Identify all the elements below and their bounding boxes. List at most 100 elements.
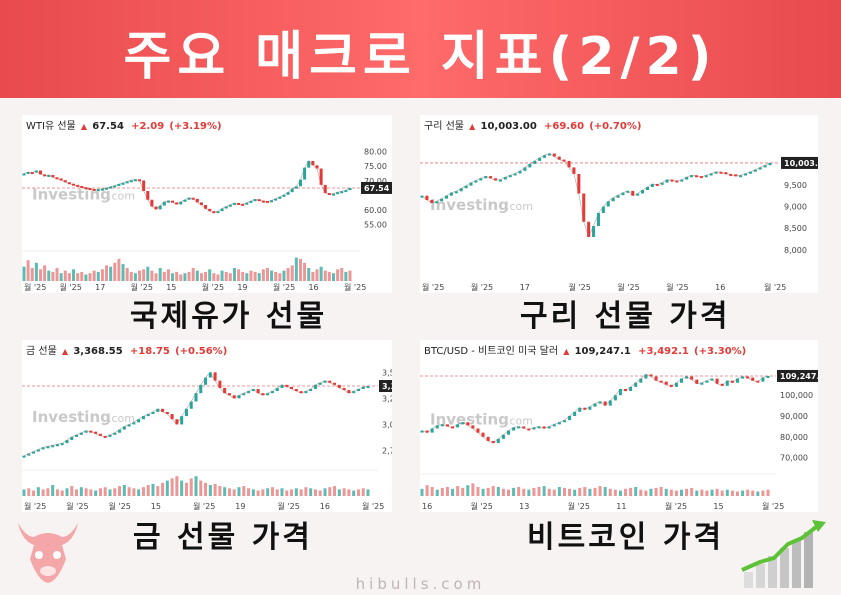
candle — [464, 185, 468, 189]
candle — [194, 393, 198, 402]
candle — [768, 162, 772, 166]
candle — [41, 447, 45, 450]
candle — [552, 424, 556, 427]
volume-bar — [63, 270, 67, 281]
candle — [161, 408, 165, 412]
volume-bar — [142, 269, 146, 281]
y-tick-label: 80.00 — [364, 148, 387, 157]
candle — [763, 165, 767, 168]
candle — [88, 188, 92, 191]
chart-header-copper: 구리 선물 ▲ 10,003.00 +69.60 (+0.70%) — [424, 117, 641, 132]
candle — [608, 400, 612, 406]
candle — [59, 178, 63, 181]
candle — [543, 155, 547, 158]
price-tag-label: 67.54 — [364, 184, 390, 193]
y-tick-label: 3,000 — [382, 420, 392, 429]
candle — [618, 388, 622, 396]
volume-bar — [471, 483, 475, 496]
candle — [538, 157, 542, 161]
candle — [187, 197, 191, 200]
candle — [680, 179, 684, 182]
volume-bar — [223, 487, 227, 496]
volume-bar — [323, 270, 327, 281]
candle — [331, 193, 335, 196]
volume-bar — [249, 270, 253, 281]
volume-bar — [220, 270, 224, 281]
volume-bar — [275, 489, 279, 496]
candle — [634, 382, 638, 387]
volume-bar — [435, 489, 439, 496]
candle — [142, 180, 146, 191]
volume-bar — [634, 487, 638, 496]
candle — [117, 183, 121, 186]
volume-bar — [649, 488, 653, 496]
candle — [256, 389, 260, 394]
volume-bar — [537, 487, 541, 496]
chart-change-pct: (+0.56%) — [175, 346, 228, 357]
candle — [79, 432, 83, 435]
y-tick-label: 9,000 — [784, 203, 807, 212]
candle — [227, 393, 231, 396]
volume-bar — [309, 488, 313, 496]
candle — [567, 160, 571, 168]
y-tick-label: 70,000 — [780, 454, 808, 463]
volume-bar — [270, 487, 274, 496]
candle — [328, 380, 332, 383]
x-tick-label: 월 '25 — [666, 282, 688, 292]
candle — [280, 384, 284, 388]
volume-bar — [313, 489, 317, 496]
watermark-logo: Investing — [430, 196, 509, 214]
x-tick-label: 월 '25 — [362, 501, 384, 511]
candle — [664, 381, 668, 385]
watermark-logo: Investing — [32, 186, 111, 204]
candle — [109, 186, 113, 189]
candle — [596, 213, 600, 227]
volume-bar — [51, 271, 55, 281]
candle — [568, 416, 572, 421]
candle — [680, 378, 683, 383]
watermark-suffix: .com — [506, 200, 533, 213]
candle — [132, 422, 136, 425]
candle — [719, 171, 723, 174]
candle — [729, 173, 733, 176]
candle — [430, 428, 434, 433]
chart-change: +69.60 — [544, 121, 585, 132]
volume-bar — [98, 488, 102, 496]
candle — [694, 175, 698, 178]
candle — [303, 167, 307, 180]
volume-bar — [65, 488, 69, 496]
candle — [601, 206, 605, 214]
x-tick-label: 월 '25 — [24, 282, 46, 292]
volume-bar — [55, 489, 59, 496]
candle — [237, 202, 241, 205]
volume-bar — [34, 262, 38, 281]
chart-price: 67.54 — [92, 121, 124, 132]
volume-bar — [603, 487, 607, 496]
candle — [94, 431, 98, 434]
candle — [552, 153, 556, 157]
candle — [309, 389, 313, 392]
candle — [315, 165, 319, 169]
candle — [84, 430, 88, 433]
volume-bar — [331, 273, 335, 281]
volume-bar — [278, 273, 282, 281]
volume-bar — [171, 273, 175, 281]
x-tick-label: 16 — [320, 502, 330, 511]
x-tick-label: 13 — [519, 502, 529, 511]
volume-bar — [59, 273, 63, 281]
candle — [528, 163, 532, 168]
candle — [366, 386, 370, 389]
volume-bar — [109, 266, 113, 281]
x-tick-label: 15 — [166, 283, 176, 292]
up-arrow-icon: ▲ — [563, 347, 570, 356]
candle — [232, 395, 236, 399]
candle — [577, 173, 581, 194]
volume-bar — [166, 269, 170, 281]
candle — [121, 182, 125, 185]
volume-bar — [138, 270, 142, 281]
candle — [170, 414, 174, 420]
candle — [700, 382, 704, 385]
volume-bar — [113, 262, 117, 281]
candle — [22, 173, 26, 176]
candle — [313, 384, 317, 389]
